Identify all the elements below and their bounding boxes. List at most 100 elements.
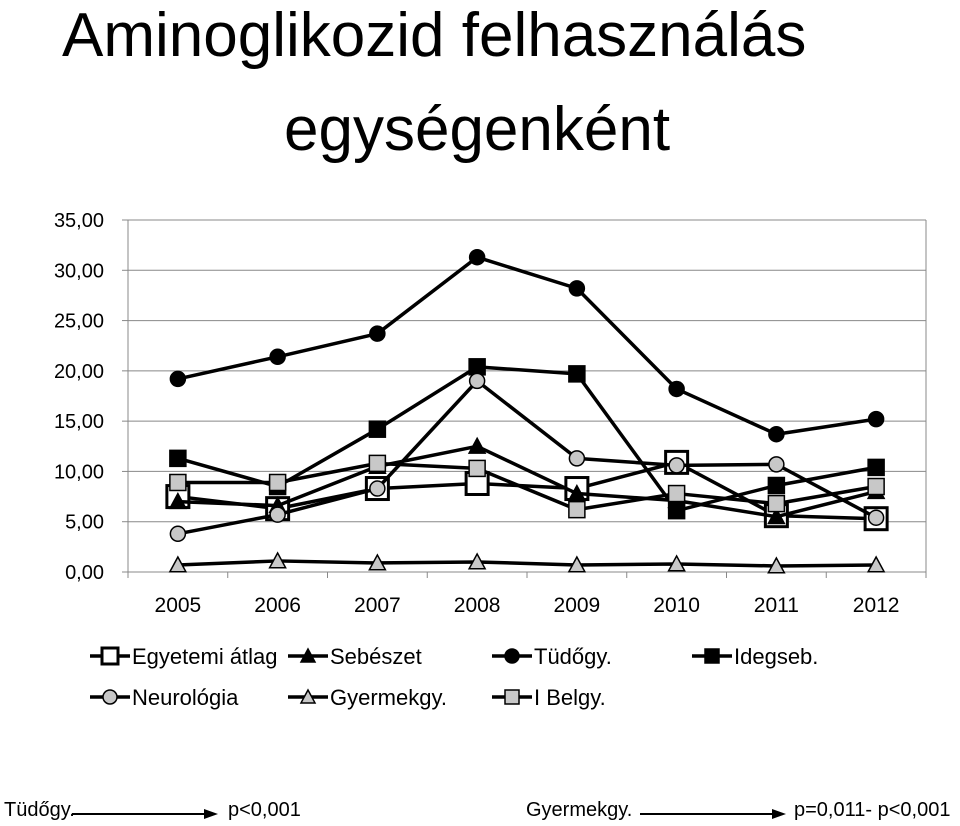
legend-marker bbox=[504, 648, 520, 664]
series-line bbox=[177, 365, 877, 513]
legend-marker bbox=[299, 647, 317, 663]
footer-left-label: Tüdőgy. bbox=[4, 799, 75, 821]
data-point bbox=[169, 473, 187, 492]
data-point bbox=[568, 500, 586, 519]
data-point bbox=[468, 358, 486, 376]
data-point bbox=[568, 365, 586, 383]
data-point bbox=[368, 420, 387, 438]
legend-item: I Belgy. bbox=[492, 685, 606, 710]
grid-lines bbox=[122, 219, 927, 578]
x-tick-label: 2006 bbox=[254, 594, 301, 617]
data-point bbox=[668, 457, 685, 474]
legend-marker bbox=[704, 648, 720, 664]
y-tick-label: 15,00 bbox=[54, 411, 104, 433]
data-point bbox=[168, 555, 188, 573]
y-tick-label: 30,00 bbox=[54, 260, 104, 282]
data-point bbox=[568, 280, 586, 297]
legend-item: Tüdőgy. bbox=[492, 644, 612, 669]
y-tick-label: 5,00 bbox=[65, 512, 104, 534]
footer-right-label: Gyermekgy. bbox=[526, 799, 633, 821]
data-point bbox=[867, 509, 885, 526]
series-4 bbox=[169, 372, 885, 543]
line-chart: 0,00 5,00 10,00 15,00 20,00 25,00 30,00 35,00 2… bbox=[54, 210, 927, 710]
data-point bbox=[567, 555, 587, 573]
legend-item: Sebészet bbox=[288, 644, 422, 669]
data-point bbox=[667, 554, 686, 572]
series-line bbox=[177, 460, 877, 521]
legend-label: Sebészet bbox=[330, 644, 422, 669]
data-point bbox=[867, 477, 885, 496]
x-tick-label: 2005 bbox=[155, 594, 202, 617]
chart-title-line-1: Aminoglikozid felhasználás bbox=[62, 1, 807, 70]
y-tick-label: 20,00 bbox=[54, 361, 104, 383]
legend-label: I Belgy. bbox=[534, 685, 606, 710]
data-point bbox=[768, 425, 785, 443]
series-line bbox=[177, 559, 877, 568]
data-point bbox=[568, 450, 586, 467]
data-point bbox=[268, 473, 287, 492]
data-point bbox=[368, 454, 387, 473]
x-tick-label: 2008 bbox=[454, 594, 501, 617]
footer-left-value: p<0,001 bbox=[228, 799, 301, 821]
legend-label: Gyermekgy. bbox=[330, 685, 447, 710]
x-tick-label: 2011 bbox=[754, 594, 799, 617]
series-line bbox=[177, 461, 877, 512]
data-point bbox=[567, 483, 587, 502]
series-line bbox=[177, 444, 877, 519]
series-line bbox=[177, 379, 877, 536]
data-point bbox=[767, 494, 786, 513]
y-tick-label: 25,00 bbox=[54, 311, 104, 333]
data-point bbox=[867, 410, 885, 428]
series-3 bbox=[169, 358, 885, 520]
footer-left-arrow-icon bbox=[72, 809, 218, 819]
data-point bbox=[168, 492, 188, 510]
x-axis-ticks: 2005 2006 2007 2008 2009 2010 2011 2012 bbox=[155, 594, 900, 617]
y-tick-label: 10,00 bbox=[54, 461, 104, 483]
x-tick-label: 2007 bbox=[354, 594, 401, 617]
series-line bbox=[177, 255, 877, 436]
data-point bbox=[467, 436, 487, 454]
series-2 bbox=[169, 248, 885, 443]
data-point bbox=[467, 552, 487, 570]
legend-label: Idegseb. bbox=[734, 644, 818, 669]
data-point bbox=[369, 325, 386, 342]
data-point bbox=[169, 525, 187, 543]
data-point bbox=[468, 459, 486, 478]
data-point bbox=[468, 248, 486, 266]
data-point bbox=[667, 484, 686, 503]
y-tick-label: 0,00 bbox=[65, 562, 104, 584]
y-axis-ticks: 0,00 5,00 10,00 15,00 20,00 25,00 30,00 35,00 bbox=[54, 210, 104, 584]
data-point bbox=[867, 458, 885, 477]
legend-item: Idegseb. bbox=[692, 644, 818, 669]
data-point bbox=[269, 348, 286, 366]
x-tick-label: 2009 bbox=[554, 594, 601, 617]
data-point bbox=[866, 555, 886, 573]
legend-label: Egyetemi átlag bbox=[132, 644, 278, 669]
data-point bbox=[668, 380, 685, 398]
legend-label: Tüdőgy. bbox=[534, 644, 612, 669]
data-point bbox=[667, 501, 686, 520]
y-tick-label: 35,00 bbox=[54, 210, 104, 232]
legend-label: Neurológia bbox=[132, 685, 239, 710]
legend-marker bbox=[299, 688, 317, 704]
footer-right-value: p=0,011- p<0,001 bbox=[794, 799, 951, 821]
data-point bbox=[369, 480, 386, 497]
legend-item: Gyermekgy. bbox=[288, 685, 447, 710]
series-5 bbox=[168, 551, 886, 574]
series-group bbox=[165, 248, 889, 574]
data-point bbox=[368, 553, 387, 571]
data-point bbox=[268, 551, 287, 569]
legend-marker bbox=[102, 689, 118, 705]
data-point bbox=[768, 456, 785, 473]
data-point bbox=[169, 449, 187, 468]
legend-marker bbox=[100, 646, 120, 666]
data-point bbox=[269, 506, 286, 523]
series-6 bbox=[169, 454, 885, 519]
data-point bbox=[468, 372, 486, 390]
legend-item: Egyetemi átlag bbox=[90, 644, 278, 669]
chart-title-line-2: egységenként bbox=[284, 95, 671, 164]
data-point bbox=[169, 370, 187, 388]
x-tick-label: 2010 bbox=[653, 594, 700, 617]
footer-right-arrow-icon bbox=[640, 809, 786, 819]
legend-item: Neurológia bbox=[90, 685, 239, 710]
